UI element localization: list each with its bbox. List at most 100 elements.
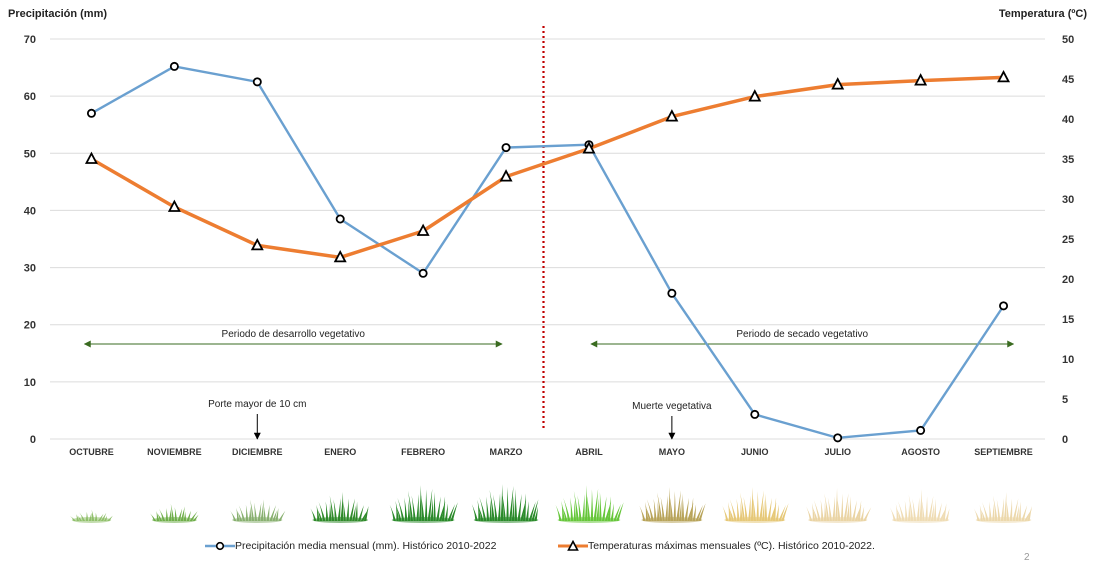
temperature-point bbox=[333, 249, 347, 263]
grass-blade bbox=[407, 500, 411, 521]
grass-blade bbox=[103, 515, 107, 521]
grass-blade bbox=[165, 508, 169, 521]
month-label: AGOSTO bbox=[901, 447, 940, 457]
left-tick-label: 70 bbox=[24, 34, 36, 46]
grass-blade bbox=[767, 497, 772, 521]
grass-blade bbox=[981, 501, 989, 521]
month-label: MARZO bbox=[490, 447, 523, 457]
legend-label-precipitation: Precipitación media mensual (mm). Histór… bbox=[235, 540, 497, 552]
grass-blade bbox=[563, 497, 571, 521]
grass-blade bbox=[253, 502, 258, 521]
grass-base bbox=[473, 517, 539, 523]
series-lines bbox=[89, 65, 1006, 440]
grass-blade bbox=[79, 512, 86, 521]
month-label: ABRIL bbox=[575, 447, 603, 457]
grass-blade bbox=[676, 490, 681, 521]
left-tick-label: 50 bbox=[24, 148, 36, 160]
grass-blade bbox=[493, 494, 498, 521]
grass-blade bbox=[996, 499, 1001, 521]
grass-blade bbox=[863, 507, 872, 521]
grass-blade bbox=[149, 513, 157, 521]
grass-blade bbox=[653, 498, 657, 521]
temperature-point bbox=[167, 199, 181, 212]
grass-blade bbox=[584, 485, 588, 521]
grass-tuft-icon bbox=[69, 509, 113, 523]
grass-blade bbox=[395, 500, 399, 521]
month-label: NOVIEMBRE bbox=[147, 447, 202, 457]
precipitation-point bbox=[335, 214, 345, 224]
grass-blade bbox=[441, 496, 446, 521]
grass-blade bbox=[912, 498, 917, 521]
grass-blade bbox=[613, 504, 621, 521]
grass-blade bbox=[333, 499, 338, 521]
right-tick-label: 10 bbox=[1062, 354, 1074, 366]
grass-blade bbox=[646, 499, 654, 521]
right-tick-label: 0 bbox=[1062, 434, 1068, 446]
legend-item-precipitation: Precipitación media mensual (mm). Histór… bbox=[205, 540, 496, 552]
temperature-point bbox=[250, 237, 264, 251]
grass-blade bbox=[436, 496, 441, 521]
grass-blade bbox=[904, 500, 908, 521]
month-label: DICIEMBRE bbox=[232, 447, 283, 457]
grass-blade bbox=[1009, 498, 1013, 521]
grass-blade bbox=[857, 500, 862, 521]
grass-blade bbox=[69, 515, 77, 521]
grass-blade bbox=[812, 506, 819, 521]
right-tick-label: 30 bbox=[1062, 194, 1074, 206]
grass-blade bbox=[607, 496, 611, 521]
grass-blade bbox=[310, 508, 317, 521]
grass-blade bbox=[573, 490, 579, 521]
grass-blade bbox=[813, 500, 821, 521]
grass-blade bbox=[1000, 498, 1004, 521]
grass-blade bbox=[447, 504, 456, 521]
grass-blade bbox=[245, 504, 249, 521]
grass-blade bbox=[555, 504, 562, 521]
grass-blade bbox=[517, 494, 522, 521]
grass-blade bbox=[411, 495, 416, 521]
grass-tuft-icon bbox=[310, 492, 369, 523]
grass-blade bbox=[660, 496, 665, 521]
grass-blade bbox=[250, 499, 255, 521]
grass-blade bbox=[260, 499, 264, 521]
right-tick-label: 25 bbox=[1062, 234, 1074, 246]
left-tick-label: 40 bbox=[24, 205, 36, 217]
grass-blade bbox=[471, 504, 479, 521]
muerte-annotation: Muerte vegetativa bbox=[632, 401, 712, 412]
grass-blade bbox=[106, 515, 113, 521]
precipitation-point bbox=[667, 288, 677, 298]
right-tick-label: 50 bbox=[1062, 34, 1074, 46]
temperature-point bbox=[665, 109, 679, 122]
legend-item-temperature: Temperaturas máximas mensuales (ºC). His… bbox=[558, 540, 875, 552]
circle-marker-icon bbox=[205, 542, 235, 551]
grass-blade bbox=[418, 485, 422, 521]
grass-blade bbox=[823, 502, 827, 521]
temperature-point bbox=[416, 223, 430, 236]
triangle-marker-icon bbox=[558, 540, 588, 552]
grass-blade bbox=[354, 501, 358, 521]
grass-blade bbox=[156, 512, 163, 521]
grass-blade bbox=[275, 507, 279, 521]
grass-blade bbox=[183, 511, 187, 521]
grass-blade bbox=[846, 501, 850, 521]
grass-blade bbox=[729, 499, 737, 521]
grass-blade bbox=[728, 501, 732, 521]
grass-blade bbox=[522, 493, 526, 521]
precipitation-point bbox=[86, 108, 96, 118]
grass-blade bbox=[577, 495, 582, 521]
grass-blade bbox=[174, 507, 178, 521]
grass-blade bbox=[328, 503, 332, 521]
grass-blade bbox=[1021, 505, 1028, 521]
temperature-point bbox=[582, 141, 596, 154]
series-line-0 bbox=[90, 65, 1005, 440]
grass-blade bbox=[489, 489, 495, 521]
grass-blade bbox=[908, 494, 914, 521]
grass-blade bbox=[775, 504, 779, 521]
grass-blade bbox=[238, 505, 246, 521]
grass-blade bbox=[424, 489, 428, 521]
grass-blade bbox=[573, 500, 577, 521]
precipitation-point bbox=[169, 61, 179, 71]
grass-blade bbox=[158, 508, 166, 521]
grass-blade bbox=[318, 501, 326, 521]
grass-blade bbox=[860, 506, 865, 521]
grass-blade bbox=[561, 505, 568, 521]
